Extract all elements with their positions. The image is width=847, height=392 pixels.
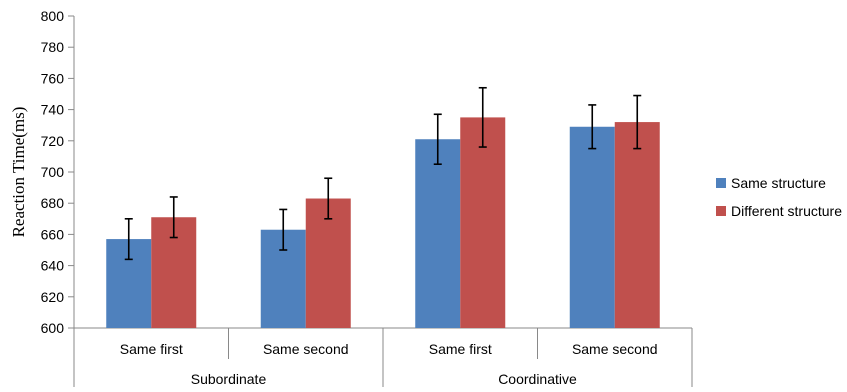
legend-label: Different structure	[731, 203, 842, 219]
x-category-label: Same second	[572, 341, 658, 357]
y-axis-title: Reaction Time(ms)	[9, 107, 28, 238]
error-bars	[124, 86, 642, 261]
y-tick-label: 800	[41, 8, 65, 24]
y-tick-label: 660	[41, 226, 65, 242]
y-tick-label: 620	[41, 289, 65, 305]
bar	[415, 139, 461, 328]
legend-swatch	[716, 178, 726, 188]
x-category-label: Same second	[263, 341, 349, 357]
y-tick-label: 700	[41, 164, 65, 180]
x-category-label: Same first	[429, 341, 492, 357]
x-group-label: Coordinative	[498, 371, 577, 387]
bar	[305, 198, 351, 328]
y-tick-label: 760	[41, 70, 65, 86]
bar-series	[106, 117, 660, 329]
y-tick-label: 780	[41, 39, 65, 55]
x-category-label: Same first	[120, 341, 183, 357]
x-group-label: Subordinate	[191, 371, 267, 387]
x-axis: Same first Same second Same first Same seco…	[74, 327, 693, 387]
bar	[460, 117, 506, 329]
legend-label: Same structure	[731, 175, 826, 191]
bar	[614, 122, 660, 328]
legend-swatch	[716, 206, 726, 216]
bar	[569, 126, 615, 328]
legend: Same structure Different structure	[716, 175, 842, 219]
y-tick-label: 680	[41, 195, 65, 211]
y-tick-label: 720	[41, 133, 65, 149]
y-tick-label: 740	[41, 102, 65, 118]
y-tick-label: 640	[41, 258, 65, 274]
y-tick-label: 600	[41, 320, 65, 336]
y-axis: 600 620 640 660 680 700 720 740 760 780 800	[41, 8, 75, 387]
